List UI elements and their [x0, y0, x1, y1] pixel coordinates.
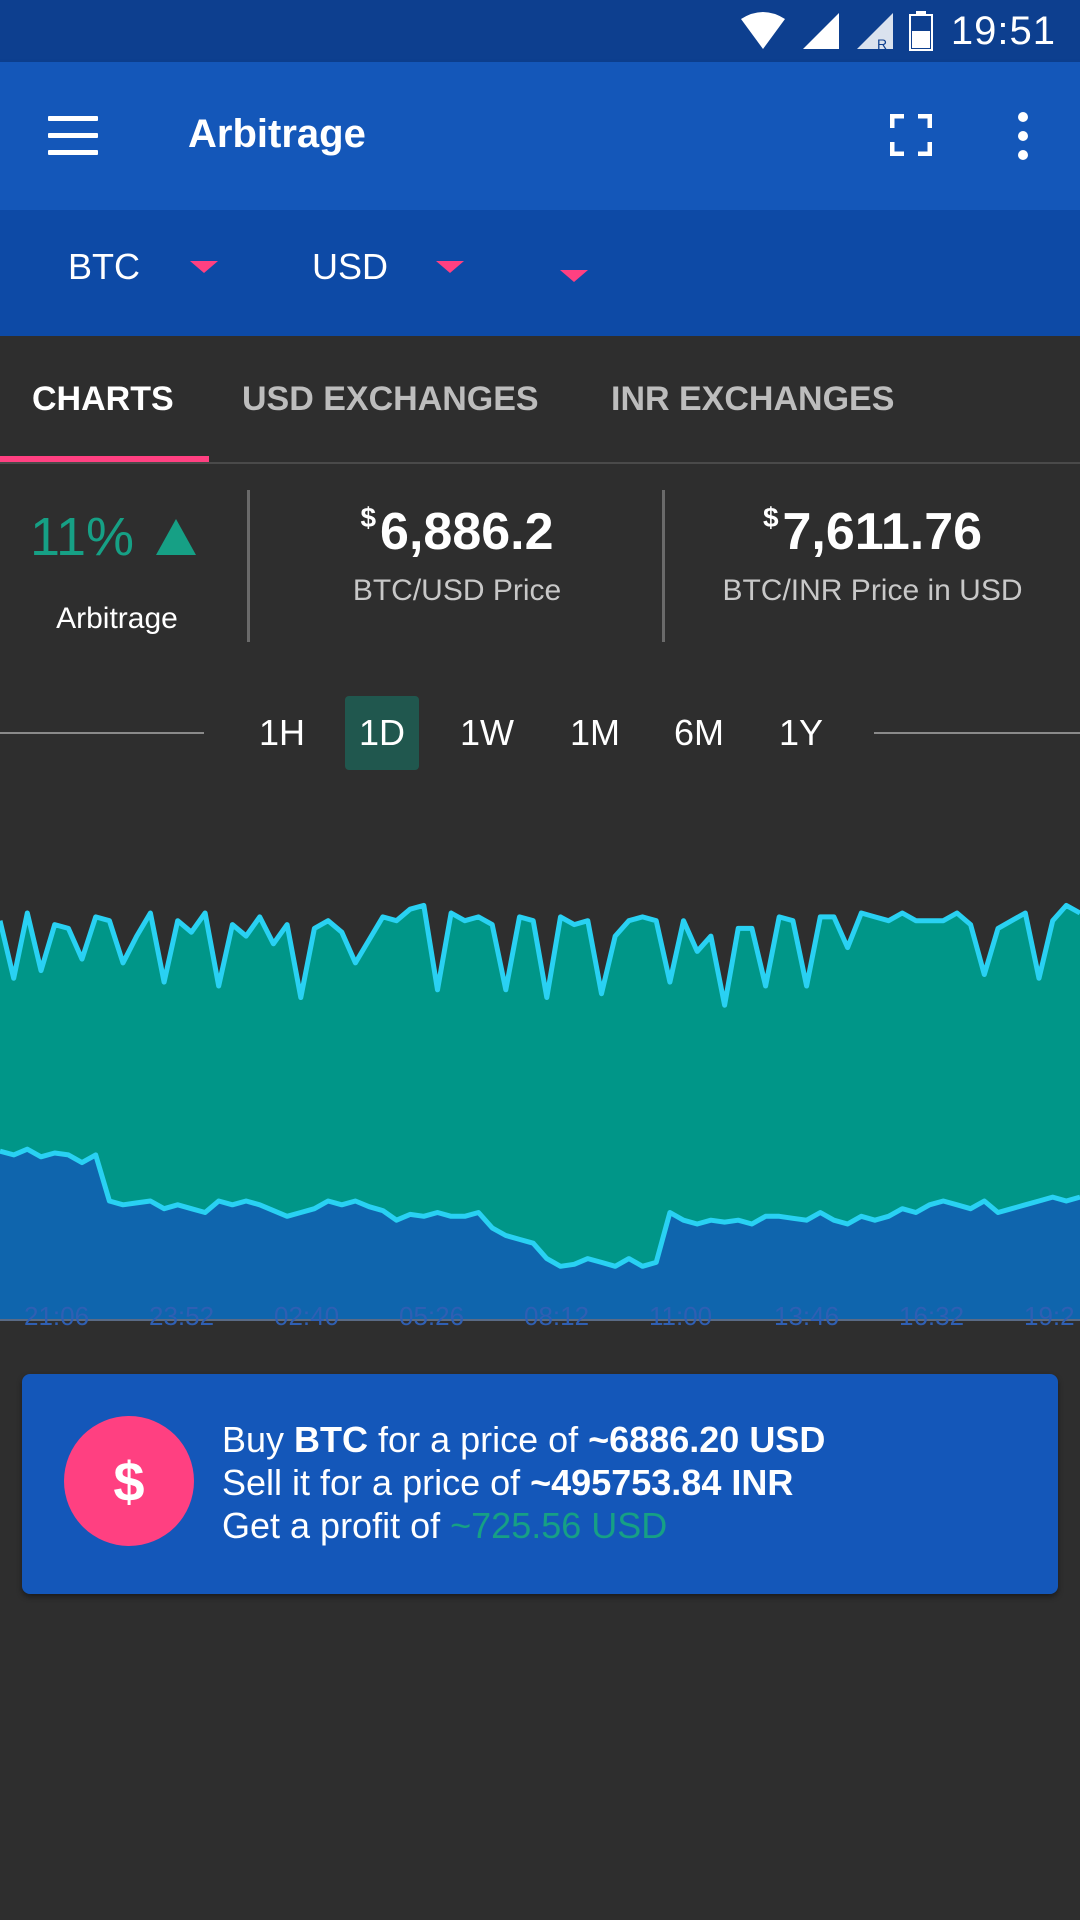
fullscreen-icon[interactable] [890, 114, 932, 156]
buy-line: Buy BTC for a price of ~6886.20 USD [222, 1418, 825, 1461]
currency-selector[interactable]: USD [312, 246, 465, 288]
sell-price: ~495753.84 INR [530, 1462, 794, 1503]
tab-charts[interactable]: CHARTS [32, 380, 174, 418]
x-tick-label: 02:40 [274, 1301, 339, 1331]
currency-selector-label: USD [312, 246, 389, 287]
profit-prefix: Get a profit of [222, 1505, 451, 1546]
x-tick-label: 11:00 [649, 1301, 712, 1331]
divider [874, 732, 1080, 734]
x-tick-label: 13:46 [774, 1301, 839, 1331]
range-1y-button[interactable]: 1Y [778, 712, 824, 753]
exchange-selector[interactable] [560, 270, 588, 282]
x-tick-label: 08:12 [524, 1301, 589, 1331]
inr-price-label: BTC/INR Price in USD [722, 574, 1023, 607]
chevron-down-icon [436, 261, 465, 273]
range-1d-button[interactable]: 1D [345, 696, 419, 770]
arbitrage-card[interactable]: $ Buy BTC for a price of ~6886.20 USD Se… [22, 1374, 1058, 1594]
divider [0, 732, 204, 734]
usd-price: $6,886.2 [250, 502, 664, 562]
signal-icon [802, 13, 839, 49]
x-tick-label: 16:32 [899, 1301, 964, 1331]
inr-price: $7,611.76 [665, 502, 1080, 562]
arbitrage-label: Arbitrage [56, 602, 178, 635]
chart-line-usd [0, 1146, 1080, 1269]
usd-price-label: BTC/USD Price [352, 574, 562, 607]
profit-line: Get a profit of ~725.56 USD [222, 1504, 825, 1547]
arbitrage-percentage-value: 11% [30, 507, 135, 567]
buy-coin: BTC [294, 1419, 369, 1460]
arrow-up-icon [156, 519, 197, 555]
app-bar: Arbitrage [0, 62, 1080, 210]
chart-line-inr [0, 902, 1080, 1008]
selector-bar: BTC USD [0, 210, 1080, 336]
arbitrage-percentage: 11% [30, 506, 197, 568]
signal-roaming-icon: R [856, 13, 893, 51]
x-tick-label: 21:06 [24, 1301, 89, 1331]
currency-symbol: $ [360, 502, 377, 533]
tab-bar: CHARTS USD EXCHANGES INR EXCHANGES [0, 336, 1080, 464]
buy-price: ~6886.20 USD [588, 1419, 826, 1460]
status-bar: R 19:51 [0, 0, 1080, 62]
buy-prefix: Buy [222, 1419, 295, 1460]
time-range-selector: 1H 1D 1W 1M 6M 1Y [0, 692, 1080, 772]
chevron-down-icon [190, 261, 218, 273]
divider [247, 490, 250, 642]
tab-usd-exchanges[interactable]: USD EXCHANGES [242, 380, 539, 418]
more-options-icon[interactable] [1005, 112, 1041, 160]
app-title: Arbitrage [188, 112, 366, 156]
sell-line: Sell it for a price of ~495753.84 INR [222, 1461, 825, 1504]
range-1w-button[interactable]: 1W [460, 712, 514, 753]
svg-text:R: R [877, 36, 887, 51]
menu-icon[interactable] [48, 116, 98, 156]
chevron-down-icon [560, 270, 588, 282]
status-icons: R [739, 11, 933, 51]
chart-area-inr [0, 905, 1080, 1267]
divider [662, 490, 665, 642]
x-tick-label: 19:2 [1024, 1301, 1075, 1331]
usd-price-block: $6,886.2 BTC/USD Price [250, 502, 664, 608]
arbitrage-summary: Buy BTC for a price of ~6886.20 USD Sell… [222, 1418, 825, 1547]
range-1m-button[interactable]: 1M [569, 712, 620, 753]
stats-panel: 11% Arbitrage $6,886.2 BTC/USD Price $7,… [0, 462, 1080, 652]
wifi-icon [740, 12, 785, 49]
coin-selector-label: BTC [68, 246, 140, 287]
inr-price-value: 7,611.76 [782, 503, 983, 561]
tab-indicator [0, 456, 209, 462]
usd-price-value: 6,886.2 [380, 503, 554, 561]
profit-value: ~725.56 USD [450, 1505, 668, 1546]
buy-mid: for a price of [368, 1419, 589, 1460]
sell-prefix: Sell it for a price of [222, 1462, 531, 1503]
dollar-icon: $ [64, 1416, 194, 1546]
x-tick-label: 05:26 [399, 1301, 464, 1331]
coin-selector[interactable]: BTC [68, 246, 218, 288]
chart-x-axis: 21:06 23:52 02:40 05:26 08:12 11:00 13:46 16:32… [24, 1301, 1075, 1331]
tab-inr-exchanges[interactable]: INR EXCHANGES [611, 380, 895, 418]
price-chart: 21:06 23:52 02:40 05:26 08:12 11:00 13:46 16:32… [0, 902, 1080, 1331]
x-tick-label: 23:52 [149, 1301, 214, 1331]
currency-symbol: $ [762, 502, 779, 533]
range-1h-button[interactable]: 1H [258, 712, 306, 753]
status-time: 19:51 [950, 8, 1056, 53]
chart-area-usd [0, 1149, 1080, 1320]
battery-icon [908, 11, 933, 51]
inr-price-block: $7,611.76 BTC/INR Price in USD [665, 502, 1080, 608]
range-6m-button[interactable]: 6M [673, 712, 724, 753]
